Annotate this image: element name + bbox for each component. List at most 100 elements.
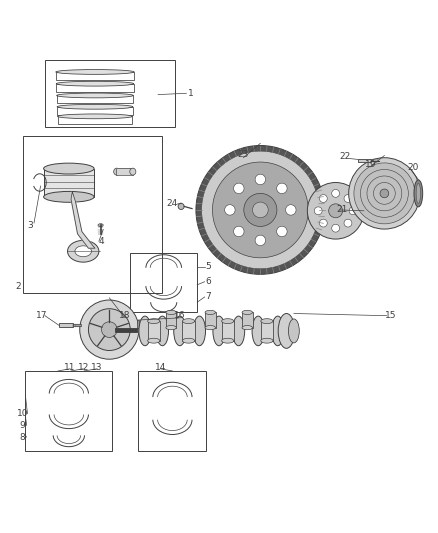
Circle shape	[277, 183, 287, 193]
Ellipse shape	[242, 310, 253, 314]
Text: 11: 11	[64, 363, 76, 372]
Bar	[358, 159, 371, 162]
Circle shape	[212, 162, 308, 258]
Ellipse shape	[205, 310, 215, 314]
Bar	[44, 168, 94, 197]
Circle shape	[349, 207, 357, 215]
Ellipse shape	[233, 316, 245, 346]
Text: 9: 9	[19, 421, 25, 430]
Circle shape	[354, 163, 415, 224]
Ellipse shape	[222, 338, 234, 343]
Bar	[116, 168, 133, 175]
Text: 1: 1	[188, 89, 194, 98]
Circle shape	[178, 204, 184, 209]
Text: 4: 4	[99, 237, 104, 246]
Circle shape	[319, 195, 327, 203]
Circle shape	[286, 205, 296, 215]
Circle shape	[225, 205, 235, 215]
Circle shape	[255, 235, 265, 246]
Circle shape	[344, 195, 352, 203]
Text: 14: 14	[155, 363, 166, 372]
Bar	[57, 107, 133, 115]
Bar	[222, 321, 234, 341]
Text: 2: 2	[15, 281, 21, 290]
Text: 13: 13	[92, 363, 103, 372]
Bar	[23, 136, 162, 293]
Bar	[25, 371, 113, 451]
Circle shape	[319, 219, 327, 227]
Circle shape	[277, 226, 287, 237]
Circle shape	[233, 183, 244, 193]
Bar	[45, 60, 176, 127]
Text: 7: 7	[205, 293, 211, 302]
Circle shape	[88, 309, 130, 351]
Circle shape	[253, 202, 268, 218]
Ellipse shape	[56, 82, 134, 86]
Bar	[56, 72, 134, 80]
Ellipse shape	[205, 326, 215, 330]
Circle shape	[255, 174, 265, 184]
Text: 8: 8	[19, 433, 25, 442]
Ellipse shape	[166, 326, 177, 330]
Bar	[166, 312, 177, 328]
Ellipse shape	[183, 319, 194, 324]
Ellipse shape	[75, 246, 92, 257]
Ellipse shape	[213, 316, 225, 346]
Text: 16: 16	[174, 311, 186, 320]
Ellipse shape	[56, 70, 134, 74]
Ellipse shape	[242, 326, 253, 330]
Ellipse shape	[261, 338, 273, 343]
Ellipse shape	[156, 316, 169, 346]
Ellipse shape	[57, 114, 132, 119]
Ellipse shape	[252, 316, 264, 346]
Ellipse shape	[57, 104, 133, 109]
Ellipse shape	[148, 338, 160, 343]
Circle shape	[328, 204, 343, 218]
Text: 12: 12	[78, 363, 89, 372]
Circle shape	[344, 219, 352, 227]
Ellipse shape	[174, 316, 186, 346]
Bar	[261, 321, 273, 341]
Ellipse shape	[166, 310, 177, 314]
Ellipse shape	[183, 338, 194, 343]
Bar	[59, 323, 73, 327]
Text: 24: 24	[167, 199, 178, 208]
Ellipse shape	[414, 180, 423, 207]
Bar	[56, 84, 134, 92]
Bar	[73, 325, 81, 326]
Ellipse shape	[130, 168, 136, 175]
Ellipse shape	[416, 183, 420, 204]
Bar	[130, 254, 197, 312]
Circle shape	[314, 207, 322, 215]
Bar	[183, 321, 194, 341]
Ellipse shape	[148, 319, 160, 324]
Bar	[138, 371, 206, 451]
Text: 5: 5	[205, 262, 211, 271]
Text: 3: 3	[27, 221, 32, 230]
Circle shape	[196, 146, 325, 274]
Circle shape	[201, 151, 319, 269]
Ellipse shape	[67, 240, 99, 262]
Bar	[137, 320, 139, 328]
Circle shape	[80, 300, 139, 359]
Circle shape	[233, 226, 244, 237]
Ellipse shape	[288, 319, 299, 343]
Bar	[57, 95, 133, 103]
Ellipse shape	[278, 313, 295, 349]
Circle shape	[244, 193, 277, 227]
Bar	[242, 312, 253, 328]
Bar	[148, 321, 160, 341]
Text: 17: 17	[35, 311, 47, 320]
Bar	[205, 312, 215, 328]
Ellipse shape	[57, 93, 133, 98]
Ellipse shape	[98, 224, 103, 227]
Text: 18: 18	[119, 311, 131, 320]
Text: 23: 23	[238, 150, 249, 159]
Circle shape	[102, 322, 117, 337]
Text: 10: 10	[17, 409, 28, 418]
Circle shape	[332, 224, 339, 232]
Circle shape	[332, 189, 339, 197]
Text: 22: 22	[339, 152, 351, 161]
Text: 19: 19	[365, 160, 376, 169]
Ellipse shape	[114, 168, 120, 175]
